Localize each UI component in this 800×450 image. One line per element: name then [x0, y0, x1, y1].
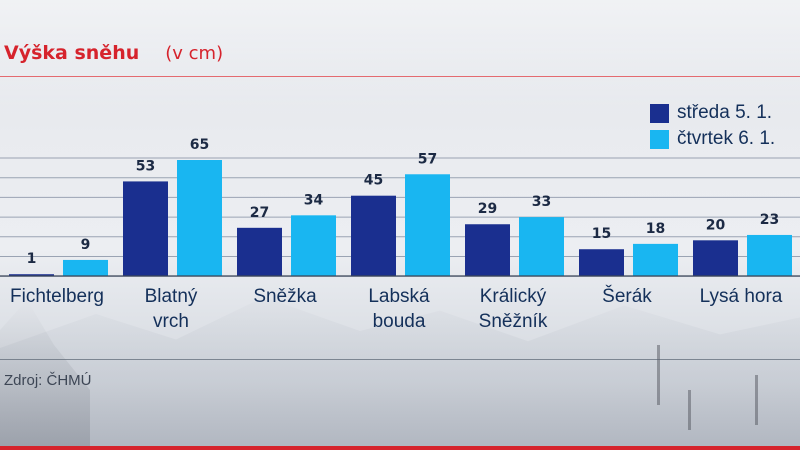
legend-label-series1: středa 5. 1.: [677, 102, 773, 123]
bottom-accent-bar: [0, 446, 800, 450]
bar-series1: [237, 227, 282, 276]
header-divider: [0, 76, 800, 77]
data-label: 29: [478, 201, 497, 217]
data-label: 18: [646, 221, 665, 237]
category-label: Fichtelberg: [10, 286, 104, 307]
category-label: vrch: [153, 311, 189, 332]
background-tree-trunk: [755, 375, 758, 425]
data-label: 20: [706, 217, 726, 233]
bar-series1: [693, 240, 738, 276]
background-tree-trunk: [657, 345, 660, 405]
bar-series2: [747, 234, 792, 276]
bar-series2: [633, 243, 678, 276]
data-label: 65: [190, 137, 209, 153]
bar-series1: [123, 181, 168, 276]
chart-header: Výška sněhu (v cm): [4, 42, 223, 68]
bar-series1: [579, 249, 624, 276]
data-label: 33: [532, 194, 551, 210]
bar-series2: [291, 215, 336, 276]
data-label: 15: [592, 226, 611, 242]
data-label: 45: [364, 173, 383, 189]
category-label: Králický: [480, 286, 547, 307]
chart-unit: (v cm): [165, 43, 224, 64]
legend-item-series1: středa 5. 1.: [650, 100, 775, 126]
category-label: Blatný: [145, 286, 198, 307]
bar-series1: [9, 274, 54, 276]
data-label: 53: [136, 158, 155, 174]
category-label: bouda: [373, 311, 426, 332]
background-tree-trunk: [688, 390, 691, 430]
data-label: 34: [304, 192, 324, 208]
legend-label-series2: čtvrtek 6. 1.: [677, 128, 776, 149]
category-label: Sněžka: [253, 286, 317, 307]
category-label: Šerák: [602, 285, 652, 307]
background-haze: [0, 0, 800, 120]
legend-item-series2: čtvrtek 6. 1.: [650, 126, 775, 152]
footer-divider: [0, 359, 800, 360]
legend-swatch-series2: [650, 129, 669, 149]
data-label: 1: [27, 251, 37, 267]
data-label: 9: [81, 237, 91, 253]
legend-swatch-series1: [650, 103, 669, 123]
category-label: Labská: [368, 286, 430, 307]
data-label: 27: [250, 205, 269, 221]
category-label: Lysá hora: [700, 286, 783, 307]
source-note: Zdroj: ČHMÚ: [4, 372, 92, 389]
data-label: 23: [760, 212, 779, 228]
bar-series1: [465, 224, 510, 276]
bar-series2: [519, 217, 564, 276]
chart-legend: středa 5. 1. čtvrtek 6. 1.: [650, 100, 775, 152]
data-label: 57: [418, 151, 437, 167]
chart-title: Výška sněhu: [4, 42, 140, 64]
category-label: Sněžník: [479, 311, 548, 332]
bar-series1: [351, 195, 396, 276]
bar-series2: [63, 259, 108, 276]
bar-series2: [177, 160, 222, 276]
bar-series2: [405, 174, 450, 276]
